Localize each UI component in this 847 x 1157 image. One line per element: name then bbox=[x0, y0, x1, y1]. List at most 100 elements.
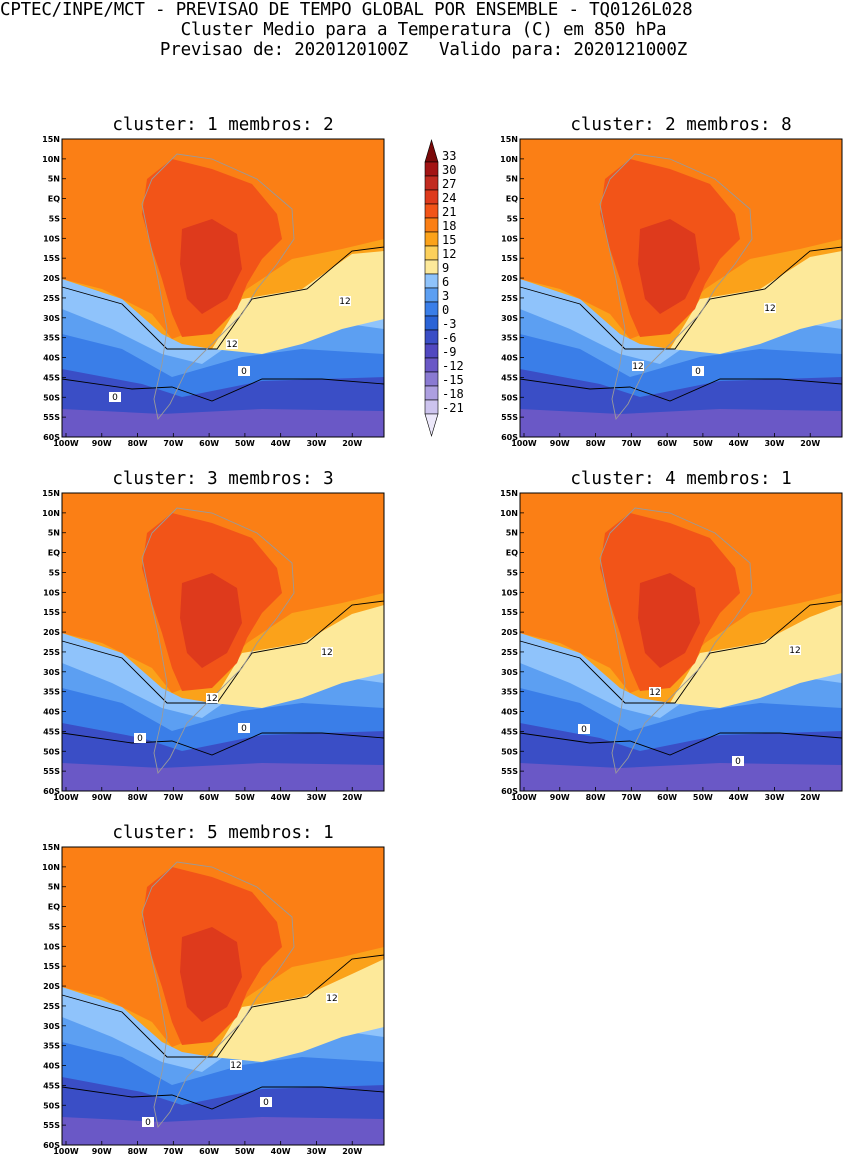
lat-tick-label: 5N bbox=[506, 529, 518, 538]
lon-tick-label: 100W bbox=[511, 793, 537, 802]
lon-tick-label: 70W bbox=[163, 793, 183, 802]
lat-tick-label: 15S bbox=[43, 254, 60, 263]
colorbar-swatch bbox=[424, 329, 439, 345]
lon-tick-label: 40W bbox=[271, 1147, 291, 1156]
lat-tick-label: 5S bbox=[49, 922, 61, 931]
lat-tick-label: 10N bbox=[500, 155, 518, 164]
lat-tick-label: 25S bbox=[501, 294, 518, 303]
colorbar-label: 27 bbox=[442, 177, 456, 191]
lat-tick-label: 40S bbox=[43, 1062, 60, 1071]
lat-tick-label: EQ bbox=[48, 549, 60, 558]
contour-label: 12 bbox=[649, 688, 660, 698]
lat-tick-label: 35S bbox=[43, 1042, 60, 1051]
lon-tick-label: 50W bbox=[235, 793, 255, 802]
contour-label: 0 bbox=[695, 367, 701, 377]
lon-tick-label: 100W bbox=[53, 439, 79, 448]
lat-tick-label: 50S bbox=[501, 747, 518, 756]
contour-label: 12 bbox=[339, 297, 350, 307]
lon-tick-label: 90W bbox=[550, 793, 570, 802]
lon-tick-label: 60W bbox=[199, 793, 219, 802]
lon-tick-label: 100W bbox=[511, 439, 537, 448]
colorbar-swatch bbox=[424, 413, 439, 438]
lat-tick-label: 20S bbox=[43, 274, 60, 283]
lon-tick-label: 80W bbox=[586, 439, 606, 448]
lon-tick-label: 50W bbox=[693, 439, 713, 448]
lon-tick-label: 90W bbox=[92, 793, 112, 802]
lon-tick-label: 80W bbox=[586, 793, 606, 802]
colorbar-label: -12 bbox=[442, 359, 464, 373]
lon-tick-label: 100W bbox=[53, 793, 79, 802]
lon-tick-label: 70W bbox=[621, 793, 641, 802]
lon-tick-label: 50W bbox=[693, 793, 713, 802]
lon-tick-label: 50W bbox=[235, 439, 255, 448]
lat-tick-label: 30S bbox=[501, 314, 518, 323]
lat-tick-label: 5N bbox=[48, 175, 60, 184]
title-line-1: CPTEC/INPE/MCT - PREVISAO DE TEMPO GLOBA… bbox=[0, 0, 693, 20]
lon-tick-label: 80W bbox=[128, 793, 148, 802]
lon-tick-label: 20W bbox=[342, 439, 362, 448]
lat-tick-label: 45S bbox=[43, 1081, 60, 1090]
lat-tick-label: 15N bbox=[42, 843, 60, 852]
lat-tick-label: 35S bbox=[43, 688, 60, 697]
colorbar-swatch bbox=[424, 315, 439, 331]
title-line-3: Previsao de: 2020120100Z Valido para: 20… bbox=[159, 40, 688, 60]
lat-tick-label: 40S bbox=[501, 708, 518, 717]
colorbar-swatch bbox=[424, 301, 439, 317]
map-panel: cluster: 1 membros: 2 15N 10N 5N EQ 5S 10S 15S 2… bbox=[42, 115, 385, 448]
lat-tick-label: 15N bbox=[42, 489, 60, 498]
lat-tick-label: EQ bbox=[506, 549, 518, 558]
lon-tick-label: 60W bbox=[199, 439, 219, 448]
colorbar-swatch bbox=[424, 273, 439, 289]
lat-tick-label: 60S bbox=[43, 787, 60, 796]
lat-tick-label: 55S bbox=[43, 767, 60, 776]
colorbar-label: 0 bbox=[442, 303, 449, 317]
lon-tick-label: 40W bbox=[729, 793, 749, 802]
colorbar-label: -21 bbox=[442, 401, 464, 415]
panel-title: cluster: 5 membros: 1 bbox=[112, 823, 333, 843]
colorbar-swatch bbox=[424, 357, 439, 373]
lat-tick-label: 40S bbox=[43, 354, 60, 363]
lat-tick-label: 10S bbox=[43, 942, 60, 951]
lat-tick-label: 45S bbox=[501, 373, 518, 382]
lon-tick-label: 80W bbox=[128, 439, 148, 448]
contour-label: 0 bbox=[241, 367, 247, 377]
map-panel: cluster: 5 membros: 1 15N 10N 5N EQ 5S 10S 15S 2… bbox=[42, 823, 385, 1156]
lat-tick-label: 50S bbox=[43, 1101, 60, 1110]
contour-label: 12 bbox=[632, 362, 643, 372]
lat-tick-label: 5S bbox=[507, 568, 519, 577]
contour-label: 12 bbox=[326, 994, 337, 1004]
lat-tick-label: 40S bbox=[43, 708, 60, 717]
panel-title: cluster: 3 membros: 3 bbox=[112, 469, 333, 489]
lon-tick-label: 30W bbox=[764, 793, 784, 802]
panel-title: cluster: 2 membros: 8 bbox=[570, 115, 791, 135]
lat-tick-label: 45S bbox=[501, 727, 518, 736]
map-panel: cluster: 4 membros: 1 15N 10N 5N EQ 5S 10S 15S 2… bbox=[500, 469, 843, 802]
lat-tick-label: 20S bbox=[501, 274, 518, 283]
lon-tick-label: 40W bbox=[729, 439, 749, 448]
lon-tick-label: 80W bbox=[128, 1147, 148, 1156]
colorbar-label: 18 bbox=[442, 219, 456, 233]
contour-label: 12 bbox=[226, 340, 237, 350]
lat-tick-label: 35S bbox=[501, 688, 518, 697]
contour-label: 12 bbox=[789, 646, 800, 656]
lat-tick-label: 55S bbox=[501, 767, 518, 776]
lat-tick-label: EQ bbox=[48, 195, 60, 204]
lat-tick-label: 15S bbox=[43, 608, 60, 617]
lat-tick-label: 30S bbox=[501, 668, 518, 677]
lon-tick-label: 30W bbox=[306, 1147, 326, 1156]
lat-tick-label: 10S bbox=[43, 234, 60, 243]
contour-label: 0 bbox=[145, 1118, 151, 1128]
lat-tick-label: 5N bbox=[48, 529, 60, 538]
lat-tick-label: 50S bbox=[43, 393, 60, 402]
lon-tick-label: 60W bbox=[199, 1147, 219, 1156]
lon-tick-label: 70W bbox=[163, 439, 183, 448]
colorbar-swatch bbox=[424, 399, 439, 415]
lon-tick-label: 30W bbox=[764, 439, 784, 448]
lat-tick-label: 10N bbox=[500, 509, 518, 518]
lat-tick-label: 10N bbox=[42, 509, 60, 518]
lon-tick-label: 100W bbox=[53, 1147, 79, 1156]
lat-tick-label: 5S bbox=[49, 214, 61, 223]
colorbar-swatch bbox=[424, 161, 439, 177]
lat-tick-label: 15N bbox=[42, 135, 60, 144]
